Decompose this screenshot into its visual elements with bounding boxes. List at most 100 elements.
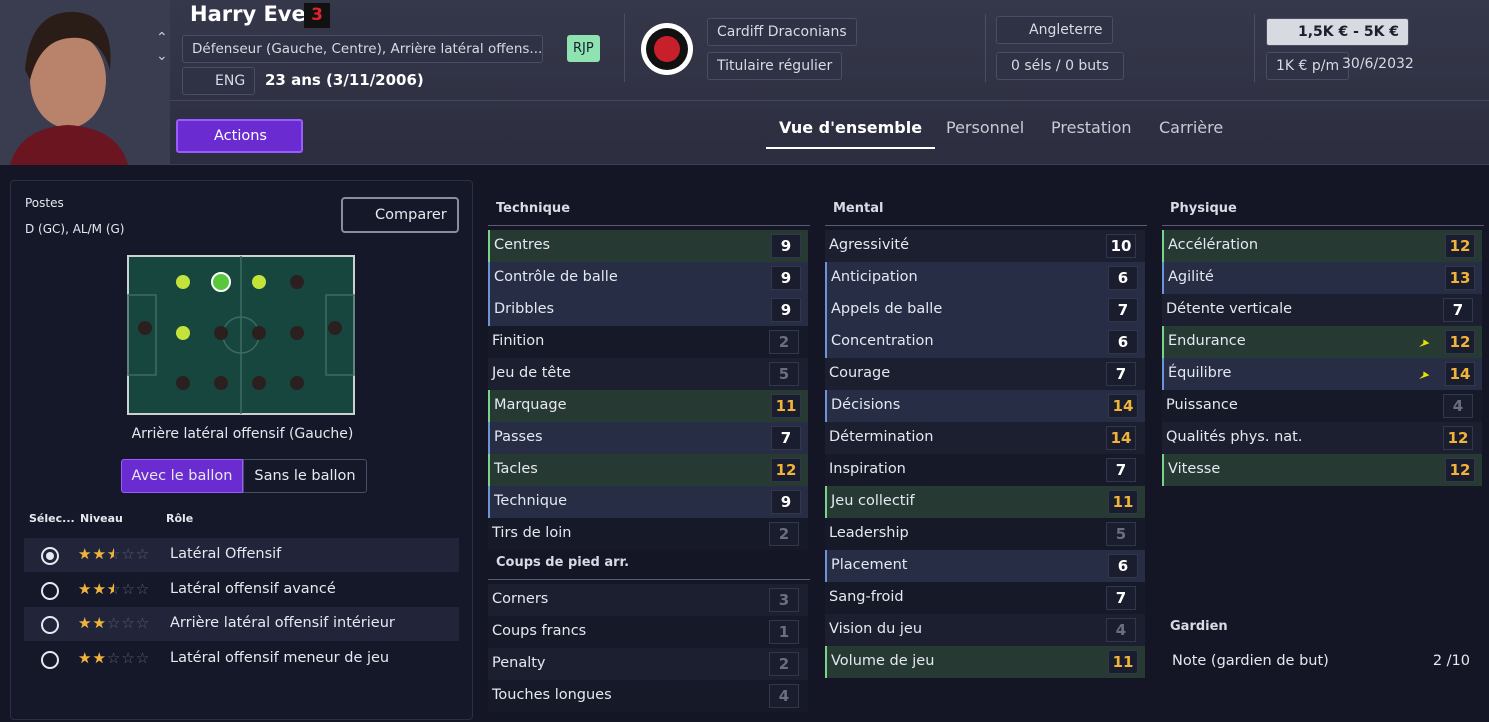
attribute-row: Vitesse 12 [1162, 454, 1482, 486]
tab[interactable]: Carrière [1159, 118, 1224, 137]
attribute-name: Volume de jeu [831, 653, 935, 669]
attribute-name: Centres [494, 237, 551, 253]
role-name: Latéral Offensif [170, 546, 282, 562]
attribute-name: Sang-froid [829, 589, 904, 605]
attribute-row: Puissance 4 [1162, 390, 1482, 422]
attribute-row: Coups francs 1 [488, 616, 808, 648]
attribute-row: Courage 7 [825, 358, 1145, 390]
attribute-value: 12 [1445, 234, 1475, 258]
next-player[interactable]: ⌄ [156, 48, 168, 64]
attribute-name: Jeu de tête [492, 365, 571, 381]
stars: ☆☆☆☆☆★★★★★ [78, 648, 151, 667]
attribute-row: Jeu de tête 5 [488, 358, 808, 390]
attribute-value: 10 [1106, 234, 1136, 258]
country[interactable]: Angleterre [996, 16, 1113, 44]
radio[interactable] [41, 581, 59, 600]
attribute-name: Coups francs [492, 623, 587, 639]
tab[interactable]: Vue d'ensemble [766, 118, 936, 149]
toggle-without-ball[interactable]: Sans le ballon [243, 459, 367, 493]
attribute-name: Endurance [1168, 333, 1246, 349]
attribute-value: 2 [769, 330, 799, 354]
tab[interactable]: Prestation [1051, 118, 1132, 137]
age: 23 ans (3/11/2006) [265, 71, 424, 89]
attribute-name: Vitesse [1168, 461, 1221, 477]
role-row[interactable]: ☆☆☆☆☆★★★★★ Latéral offensif avancé [24, 573, 459, 607]
attribute-row: Agressivité 10 [825, 230, 1145, 262]
attribute-value: 2 [769, 652, 799, 676]
stars-fill: ★★★★★ [78, 545, 114, 563]
radio[interactable] [41, 650, 59, 669]
role-row[interactable]: ☆☆☆☆☆★★★★★ Latéral offensif meneur de jeu [24, 642, 459, 676]
attribute-value: 4 [1106, 618, 1136, 642]
attribute-value: 11 [771, 394, 801, 418]
attribute-row: Volume de jeu 11 [825, 646, 1145, 678]
attribute-value: 1 [769, 620, 799, 644]
column-header: Niveau [80, 512, 123, 525]
stars-fill: ★★★★★ [78, 648, 107, 667]
attribute-name: Décisions [831, 397, 901, 413]
wage: 1K € p/m [1266, 52, 1350, 80]
radio[interactable] [41, 616, 59, 634]
stars-fill: ★★★★★ [78, 579, 114, 598]
attribute-value: 11 [1108, 650, 1138, 674]
attribute-value: 9 [771, 234, 801, 258]
attribute-value: 7 [1106, 362, 1136, 386]
attribute-name: Anticipation [831, 269, 918, 285]
attribute-value: 5 [769, 362, 799, 386]
radio[interactable] [41, 547, 59, 565]
attribute-name: Finition [492, 333, 545, 349]
attribute-name: Passes [494, 429, 543, 445]
attribute-value: 3 [769, 588, 799, 612]
attribute-value: 9 [771, 490, 801, 514]
role-row[interactable]: ☆☆☆☆☆★★★★★ Latéral Offensif [24, 538, 459, 572]
attribute-value: 7 [1106, 586, 1136, 610]
column-header: Sélec... [29, 512, 75, 525]
positions-value: D (GC), AL/M (G) [25, 222, 125, 236]
attribute-row: Centres 9 [488, 230, 808, 262]
divider [170, 100, 1489, 101]
prev-player[interactable]: ⌃ [156, 30, 168, 46]
tab[interactable]: Personnel [946, 118, 1025, 137]
attribute-name: Vision du jeu [829, 621, 923, 637]
group-rule [1162, 225, 1484, 226]
divider [472, 192, 473, 712]
attribute-row: Dribbles 9 [488, 294, 808, 326]
attribute-row: Marquage 11 [488, 390, 808, 422]
header: ⌃ ⌄ Harry Evers 3 Défenseur (Gauche, Cen… [0, 0, 1489, 165]
group-title: Coups de pied arr. [496, 555, 630, 570]
attribute-row: Décisions 14 [825, 390, 1145, 422]
attribute-value: 9 [771, 298, 801, 322]
attribute-value: 14 [1445, 362, 1475, 386]
attribute-value: 7 [1443, 298, 1473, 322]
attribute-value: 7 [771, 426, 801, 450]
stars: ☆☆☆☆☆★★★★★ [78, 614, 151, 632]
divider [985, 14, 986, 82]
role-row[interactable]: ☆☆☆☆☆★★★★★ Arrière latéral offensif intér… [24, 607, 459, 641]
club-logo [641, 23, 693, 75]
attribute-row: Inspiration 7 [825, 454, 1145, 486]
attribute-name: Dribbles [494, 301, 555, 317]
attribute-value: 14 [1108, 394, 1138, 418]
divider [624, 14, 625, 82]
attribute-name: Corners [492, 591, 549, 607]
attribute-value: 13 [1445, 266, 1475, 290]
toggle-with-ball[interactable]: Avec le ballon [121, 459, 243, 493]
attribute-row: Concentration 6 [825, 326, 1145, 358]
attribute-name: Touches longues [492, 687, 612, 703]
attribute-value: 14 [1106, 426, 1136, 450]
badge: RJP [567, 35, 600, 62]
actions-button[interactable]: Actions [176, 119, 303, 153]
attribute-row: Jeu collectif 11 [825, 486, 1145, 518]
attribute-value: 12 [1443, 426, 1473, 450]
attribute-value: 6 [1108, 266, 1138, 290]
club[interactable]: Cardiff Draconians [707, 18, 857, 46]
attribute-name: Qualités phys. nat. [1166, 429, 1303, 445]
attribute-row: Placement 6 [825, 550, 1145, 582]
compare-button[interactable]: Comparer [341, 197, 459, 233]
group-title: Gardien [1170, 619, 1228, 634]
attribute-row: Corners 3 [488, 584, 808, 616]
attribute-name: Penalty [492, 655, 546, 671]
attribute-name: Marquage [494, 397, 567, 413]
value: 1,5K € - 5K € [1266, 18, 1410, 46]
attribute-row: Endurance 12 ➤ [1162, 326, 1482, 358]
